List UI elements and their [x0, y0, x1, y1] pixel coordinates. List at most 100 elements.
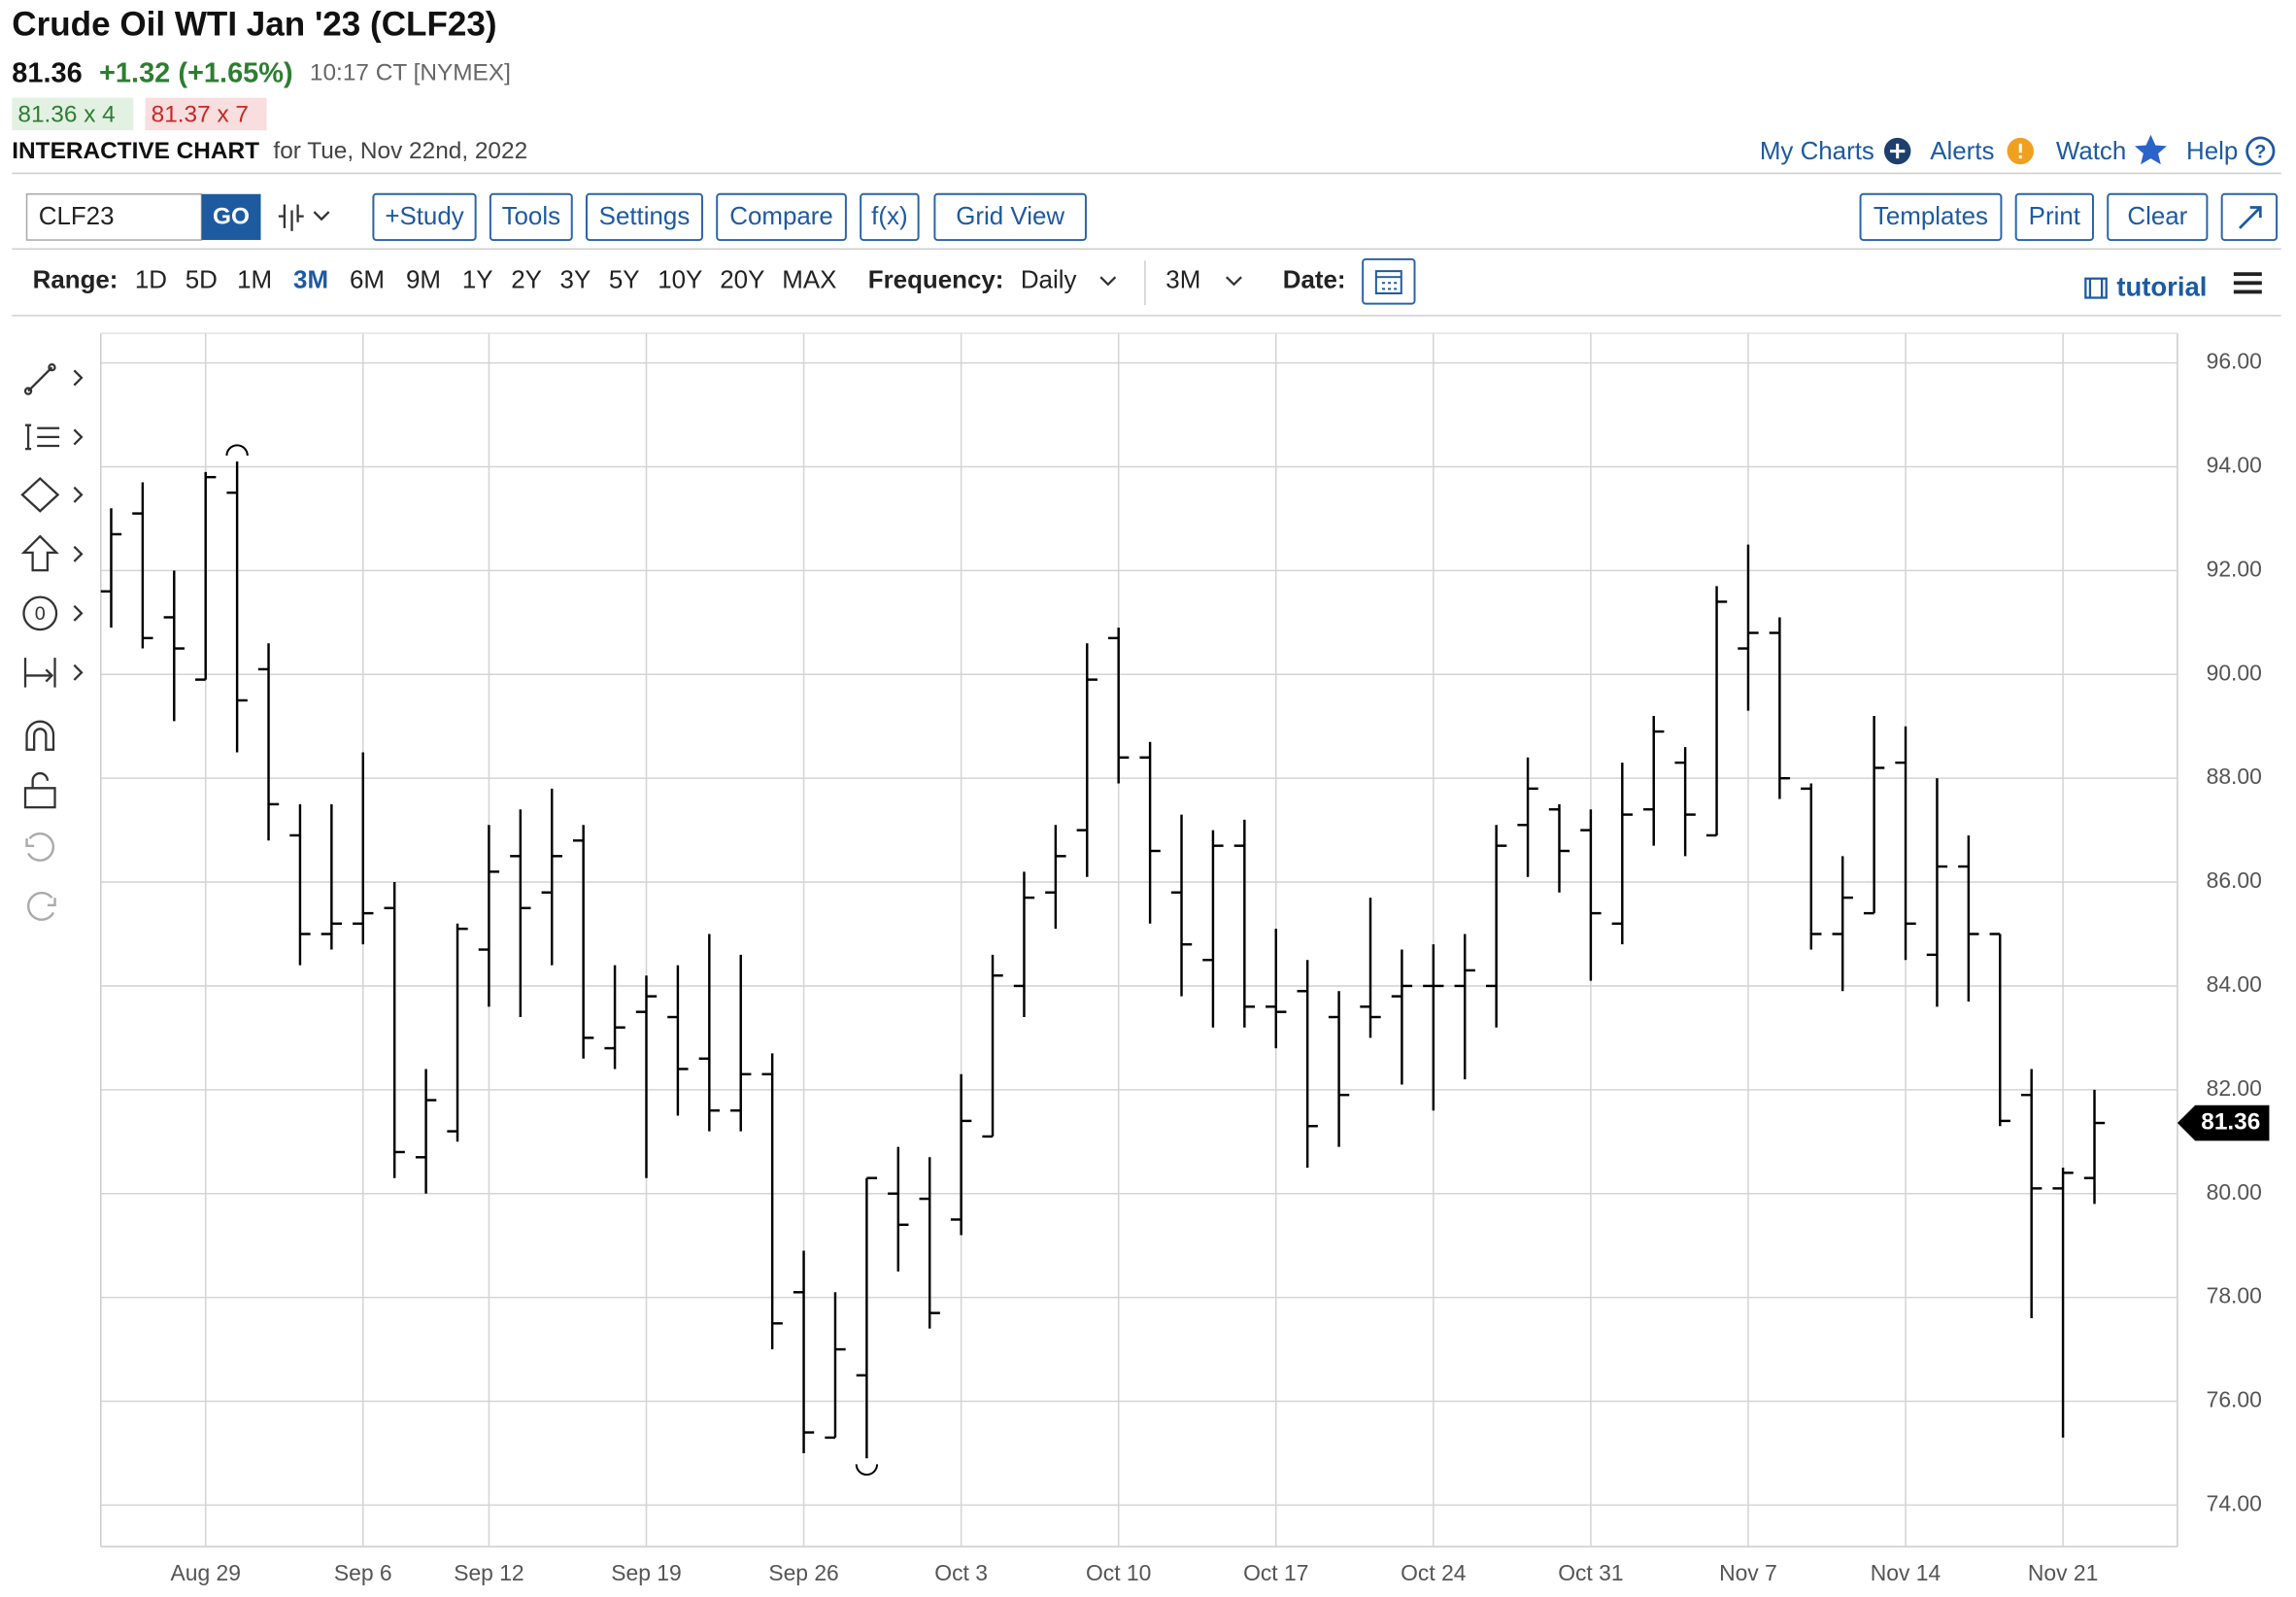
toolbar-button[interactable] — [2014, 192, 2094, 242]
menu-icon[interactable] — [2233, 272, 2262, 294]
x-tick-label: Oct 17 — [1243, 1560, 1308, 1585]
range-label: Range: — [33, 267, 118, 294]
frequency-label: Frequency: — [868, 267, 1004, 294]
x-tick-label: Oct 3 — [934, 1560, 988, 1585]
y-tick-label: 90.00 — [2207, 660, 2262, 685]
range-option[interactable]: 5D — [186, 267, 218, 294]
y-tick-label: 88.00 — [2207, 764, 2262, 789]
instrument-title: Crude Oil WTI Jan '23 (CLF23) — [12, 6, 496, 44]
toolbar-button[interactable] — [1859, 192, 2003, 242]
x-tick-label: Nov 7 — [1719, 1560, 1777, 1585]
chart-date: for Tue, Nov 22nd, 2022 — [273, 139, 527, 165]
toolbar-button-label: Print — [2029, 203, 2081, 230]
icon-plus-mark — [1890, 143, 1906, 159]
chevron — [1099, 276, 1117, 287]
tool-fib[interactable] — [25, 424, 84, 451]
y-tick-label: 92.00 — [2207, 556, 2262, 581]
y-tick-label: 82.00 — [2207, 1075, 2262, 1101]
chevron — [1226, 276, 1242, 287]
range-option[interactable]: 9M — [406, 267, 441, 294]
range-option[interactable]: 1M — [237, 267, 272, 294]
range-option[interactable]: 3Y — [560, 267, 591, 294]
chevron — [73, 604, 84, 622]
tool-shape[interactable] — [20, 477, 84, 513]
toolbar-button-label: Tools — [502, 203, 561, 230]
last-price-marker — [2177, 1104, 2270, 1141]
ask-box — [145, 97, 267, 131]
change: +1.32 (+1.65%) — [99, 57, 293, 88]
go-label: GO — [213, 204, 250, 230]
tool-text[interactable] — [22, 595, 58, 631]
range-selector: 1D 5D 1M 3M 6M 9M 1Y 2Y 3Y 5Y 10Y 20Y MAX — [135, 267, 837, 294]
chart-heading: INTERACTIVE CHART for Tue, Nov 22nd, 202… — [12, 139, 527, 165]
tool-magnet[interactable] — [25, 720, 55, 751]
toolbar-button[interactable] — [716, 192, 847, 242]
x-tick-label: Sep 19 — [611, 1560, 681, 1585]
x-tick-label: Oct 10 — [1086, 1560, 1151, 1585]
range-option[interactable]: 3M — [293, 267, 328, 294]
quote-line: 81.36 +1.32 (+1.65%) 10:17 CT [NYMEX] — [12, 57, 511, 88]
period[interactable]: 3M — [1165, 267, 1200, 294]
x-tick-label: Nov 14 — [1871, 1560, 1941, 1585]
range-option[interactable]: 1Y — [462, 267, 493, 294]
date-label: Date: — [1283, 267, 1346, 294]
tool-text-mark: 0 — [35, 603, 46, 625]
range-option[interactable]: 2Y — [511, 267, 542, 294]
drawing-tools: 0 — [20, 363, 84, 921]
toolbar-button-label: Clear — [2127, 203, 2187, 230]
icon-help — [2245, 136, 2276, 166]
range-option[interactable]: 10Y — [658, 267, 702, 294]
tool-redo[interactable] — [26, 891, 56, 921]
ask: 81.37 x 7 — [152, 101, 249, 127]
nav-link[interactable]: Help — [2186, 138, 2238, 165]
high-marker — [225, 444, 249, 457]
range-option[interactable]: 6M — [350, 267, 385, 294]
bid-box — [12, 97, 134, 131]
tool-measure[interactable] — [23, 658, 84, 688]
range-option[interactable]: 1D — [135, 267, 167, 294]
range-option[interactable]: 5Y — [609, 267, 640, 294]
date-button[interactable] — [1362, 257, 1416, 305]
quote-time: 10:17 CT [NYMEX] — [310, 60, 511, 86]
icon-help-mark: ? — [2254, 141, 2266, 162]
nav-link[interactable]: My Charts — [1760, 138, 1874, 165]
tool-undo[interactable] — [25, 832, 55, 862]
nav-link[interactable]: Alerts — [1930, 138, 1994, 165]
bid: 81.36 x 4 — [17, 101, 115, 127]
toolbar: +Study Tools Settings Compare f(x) Grid View T… — [372, 192, 2209, 242]
toolbar-button-label: Templates — [1874, 203, 1988, 230]
price: 81.36 — [12, 57, 83, 88]
symbol-input[interactable] — [25, 193, 203, 241]
tool-arrow[interactable] — [20, 534, 84, 572]
toolbar-button[interactable] — [2107, 192, 2209, 242]
tutorial-icon — [2084, 277, 2108, 299]
x-tick-label: Sep 6 — [334, 1560, 392, 1585]
y-tick-label: 86.00 — [2207, 867, 2262, 893]
frequency[interactable]: Daily — [1021, 267, 1077, 294]
range-option[interactable]: 20Y — [720, 267, 764, 294]
chart-type-icon[interactable] — [278, 204, 330, 231]
x-tick-label: Aug 29 — [170, 1560, 240, 1585]
toolbar-button[interactable] — [586, 192, 703, 242]
tool-lock[interactable] — [23, 772, 56, 809]
toolbar-button[interactable] — [860, 192, 920, 242]
nav-link[interactable]: Watch — [2056, 138, 2126, 165]
toolbar-button[interactable] — [372, 192, 477, 242]
tool-line[interactable] — [23, 363, 84, 395]
toolbar-button-label: f(x) — [871, 203, 907, 230]
range-option[interactable]: MAX — [782, 267, 836, 294]
y-tick-label: 78.00 — [2207, 1283, 2262, 1308]
y-tick-label: 76.00 — [2207, 1387, 2262, 1412]
tutorial-link[interactable]: tutorial — [2116, 272, 2207, 302]
toolbar-button[interactable] — [489, 192, 573, 242]
toolbar-button[interactable] — [933, 192, 1087, 242]
icon-star — [2134, 134, 2167, 165]
go-button[interactable] — [201, 193, 261, 241]
low-marker — [855, 1464, 879, 1476]
toolbar-button-label: Grid View — [956, 203, 1064, 230]
chart-label: INTERACTIVE CHART — [12, 139, 259, 165]
y-tick-label: 84.00 — [2207, 971, 2262, 997]
x-tick-label: Sep 26 — [768, 1560, 838, 1585]
